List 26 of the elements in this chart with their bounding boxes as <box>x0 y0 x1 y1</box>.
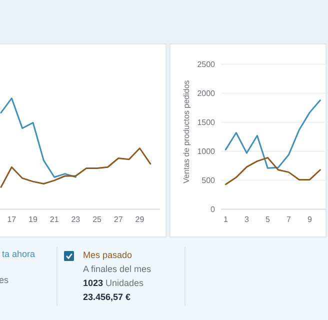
y-axis-title: Ventas de productos pedidos <box>182 80 191 184</box>
x-tick-label: 19 <box>28 214 38 224</box>
x-tick-label: 21 <box>50 214 60 224</box>
x-tick-label: 7 <box>286 214 292 224</box>
x-tick-label: 1 <box>223 214 228 224</box>
line-series <box>224 156 321 186</box>
x-tick-label: 23 <box>71 214 81 224</box>
line-series <box>224 100 321 169</box>
y-tick-label: 2500 <box>197 60 216 70</box>
y-tick-label: 500 <box>202 176 216 186</box>
text: ta ahora <box>2 249 36 259</box>
y-tick-label: 0 <box>210 205 216 214</box>
y-tick-label: 2000 <box>197 89 216 98</box>
x-tick-label: 3 <box>244 214 250 224</box>
x-tick-label: 29 <box>135 214 145 224</box>
x-tick-label: 9 <box>307 214 312 224</box>
text: A finales del mes <box>83 264 152 274</box>
text: 1023 Unidades <box>83 278 144 288</box>
x-tick-label: 25 <box>92 214 102 224</box>
x-tick-label: 27 <box>114 214 124 224</box>
text: Mes pasado <box>83 250 132 260</box>
y-tick-label: 1000 <box>197 147 216 156</box>
x-tick-label: 17 <box>7 214 17 224</box>
text: 23.456,57 € <box>83 292 131 302</box>
y-tick-label: 1500 <box>197 118 216 128</box>
x-tick-label: 5 <box>265 214 270 224</box>
